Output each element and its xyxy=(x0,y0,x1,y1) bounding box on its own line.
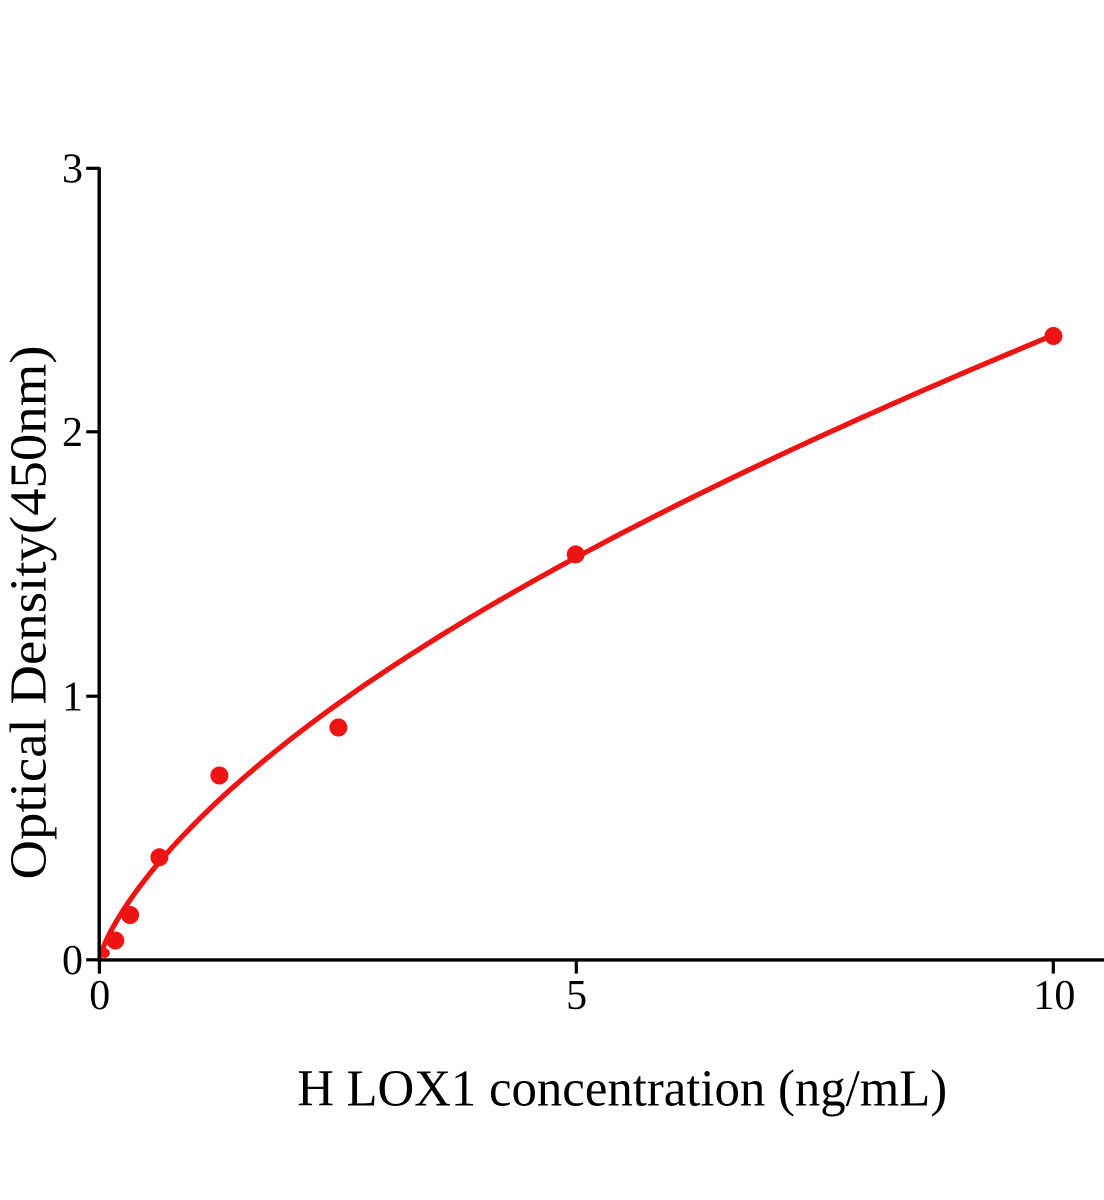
svg-text:1: 1 xyxy=(62,675,83,721)
svg-text:10: 10 xyxy=(1033,973,1075,1019)
svg-text:Optical Density(450nm): Optical Density(450nm) xyxy=(1,346,58,880)
svg-text:H LOX1 concentration (ng/mL): H LOX1 concentration (ng/mL) xyxy=(297,1061,947,1118)
svg-text:0: 0 xyxy=(89,973,110,1019)
svg-text:2: 2 xyxy=(62,410,83,456)
svg-text:3: 3 xyxy=(62,147,83,193)
svg-text:5: 5 xyxy=(566,973,587,1019)
svg-text:0: 0 xyxy=(62,938,83,984)
